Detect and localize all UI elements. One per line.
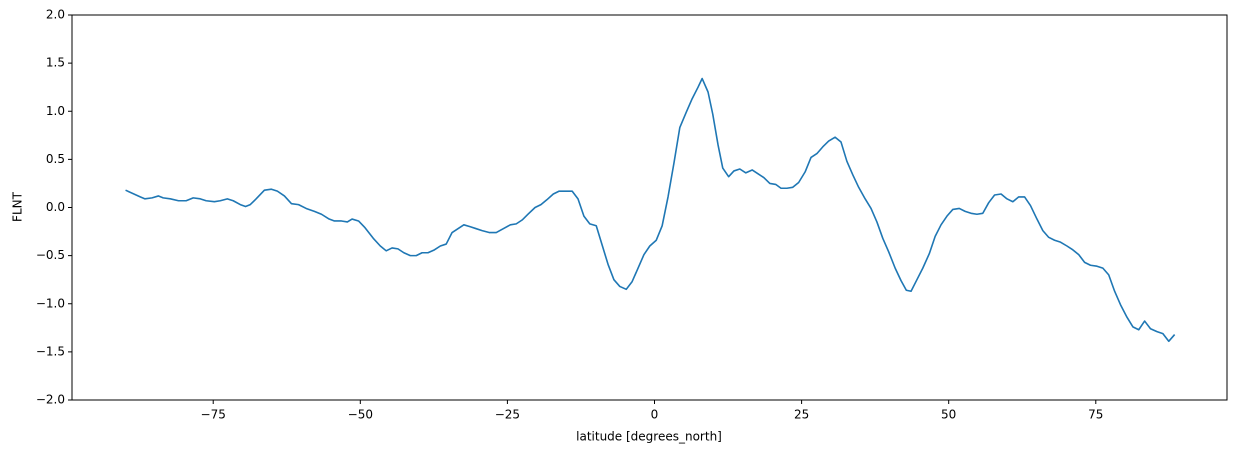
- axes-frame: [71, 14, 1228, 401]
- data-line: [125, 77, 1176, 343]
- x-tick-label: 75: [1088, 408, 1103, 422]
- y-tick-label: 1.5: [46, 56, 65, 70]
- y-tick-label: 1.0: [46, 104, 65, 118]
- y-tick-label: −1.5: [36, 344, 65, 358]
- y-tick-label: −1.0: [36, 296, 65, 310]
- x-tick-label: −50: [348, 408, 373, 422]
- y-tick-label: 2.0: [46, 8, 65, 22]
- y-axis-label: FLNT: [11, 191, 25, 222]
- x-tick-label: 25: [794, 408, 809, 422]
- y-tick-label: 0.5: [46, 152, 65, 166]
- y-tick-label: 0.0: [46, 200, 65, 214]
- x-tick-label: 50: [941, 408, 956, 422]
- x-tick-label: −25: [495, 408, 520, 422]
- x-tick-label: −75: [201, 408, 226, 422]
- y-tick-label: −2.0: [36, 393, 65, 407]
- x-axis-label: latitude [degrees_north]: [576, 430, 722, 444]
- y-tick-label: −0.5: [36, 248, 65, 262]
- x-tick-label: 0: [651, 408, 659, 422]
